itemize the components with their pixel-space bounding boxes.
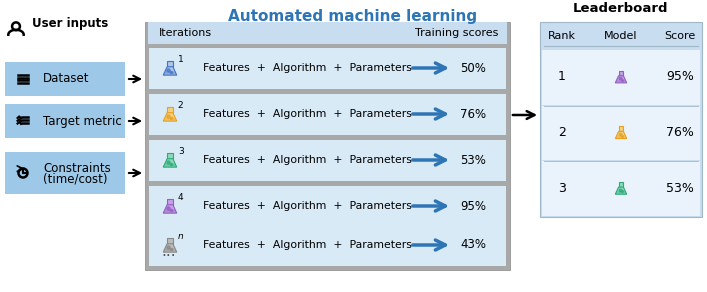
Polygon shape xyxy=(615,187,626,194)
Polygon shape xyxy=(164,248,176,252)
Polygon shape xyxy=(616,80,626,82)
Polygon shape xyxy=(615,76,626,83)
Polygon shape xyxy=(167,107,173,113)
Text: Training scores: Training scores xyxy=(415,28,498,38)
Text: 3: 3 xyxy=(558,182,566,195)
FancyBboxPatch shape xyxy=(540,22,702,217)
FancyBboxPatch shape xyxy=(5,152,125,194)
Text: 95%: 95% xyxy=(460,199,486,213)
FancyBboxPatch shape xyxy=(149,94,506,135)
Text: Automated machine learning: Automated machine learning xyxy=(228,9,477,24)
Text: 2: 2 xyxy=(177,101,183,110)
Polygon shape xyxy=(619,126,624,131)
Polygon shape xyxy=(616,191,626,194)
Text: 76%: 76% xyxy=(666,126,694,139)
FancyBboxPatch shape xyxy=(145,22,510,270)
Text: Features  +  Algorithm  +  Parameters: Features + Algorithm + Parameters xyxy=(203,155,412,165)
FancyBboxPatch shape xyxy=(149,48,506,89)
Text: Model: Model xyxy=(604,31,638,41)
FancyBboxPatch shape xyxy=(542,161,700,216)
Text: 76%: 76% xyxy=(460,107,486,121)
Text: User inputs: User inputs xyxy=(32,18,108,30)
Text: 2: 2 xyxy=(558,126,566,139)
Text: Iterations: Iterations xyxy=(159,28,212,38)
Polygon shape xyxy=(167,153,173,159)
Polygon shape xyxy=(619,71,624,76)
Text: 3: 3 xyxy=(177,147,184,156)
Text: 95%: 95% xyxy=(666,70,694,83)
Text: Features  +  Algorithm  +  Parameters: Features + Algorithm + Parameters xyxy=(203,240,412,250)
Text: Features  +  Algorithm  +  Parameters: Features + Algorithm + Parameters xyxy=(203,109,412,119)
Text: 4: 4 xyxy=(177,193,183,202)
Text: 1: 1 xyxy=(177,55,184,64)
Polygon shape xyxy=(163,159,177,167)
Polygon shape xyxy=(163,244,177,252)
Text: Features  +  Algorithm  +  Parameters: Features + Algorithm + Parameters xyxy=(203,201,412,211)
Polygon shape xyxy=(615,131,626,138)
Text: 50%: 50% xyxy=(460,62,486,74)
Polygon shape xyxy=(163,67,177,75)
Polygon shape xyxy=(167,238,173,244)
Text: Dataset: Dataset xyxy=(43,72,90,86)
FancyBboxPatch shape xyxy=(149,186,506,227)
Polygon shape xyxy=(163,205,177,213)
FancyBboxPatch shape xyxy=(148,22,507,44)
Text: Constraints: Constraints xyxy=(43,161,111,175)
Polygon shape xyxy=(167,61,173,67)
Polygon shape xyxy=(616,135,626,138)
FancyBboxPatch shape xyxy=(5,62,125,96)
Text: Target metric: Target metric xyxy=(43,114,122,128)
Text: (time/cost): (time/cost) xyxy=(43,173,107,185)
Polygon shape xyxy=(164,210,176,213)
Polygon shape xyxy=(167,199,173,205)
Text: 1: 1 xyxy=(558,70,566,83)
FancyBboxPatch shape xyxy=(149,140,506,181)
Text: Features  +  Algorithm  +  Parameters: Features + Algorithm + Parameters xyxy=(203,63,412,73)
FancyBboxPatch shape xyxy=(542,50,700,105)
Polygon shape xyxy=(164,117,176,121)
Text: 53%: 53% xyxy=(460,154,486,166)
Polygon shape xyxy=(619,182,624,187)
Text: 43%: 43% xyxy=(460,239,486,251)
Text: Score: Score xyxy=(665,31,696,41)
Text: n: n xyxy=(177,232,184,241)
FancyBboxPatch shape xyxy=(149,225,506,266)
Text: Leaderboard: Leaderboard xyxy=(573,1,669,15)
Text: ...: ... xyxy=(161,244,175,259)
FancyBboxPatch shape xyxy=(5,104,125,138)
Polygon shape xyxy=(164,164,176,167)
Polygon shape xyxy=(164,72,176,75)
Text: Rank: Rank xyxy=(548,31,576,41)
Text: 53%: 53% xyxy=(666,182,694,195)
Polygon shape xyxy=(163,113,177,121)
FancyBboxPatch shape xyxy=(542,106,700,160)
